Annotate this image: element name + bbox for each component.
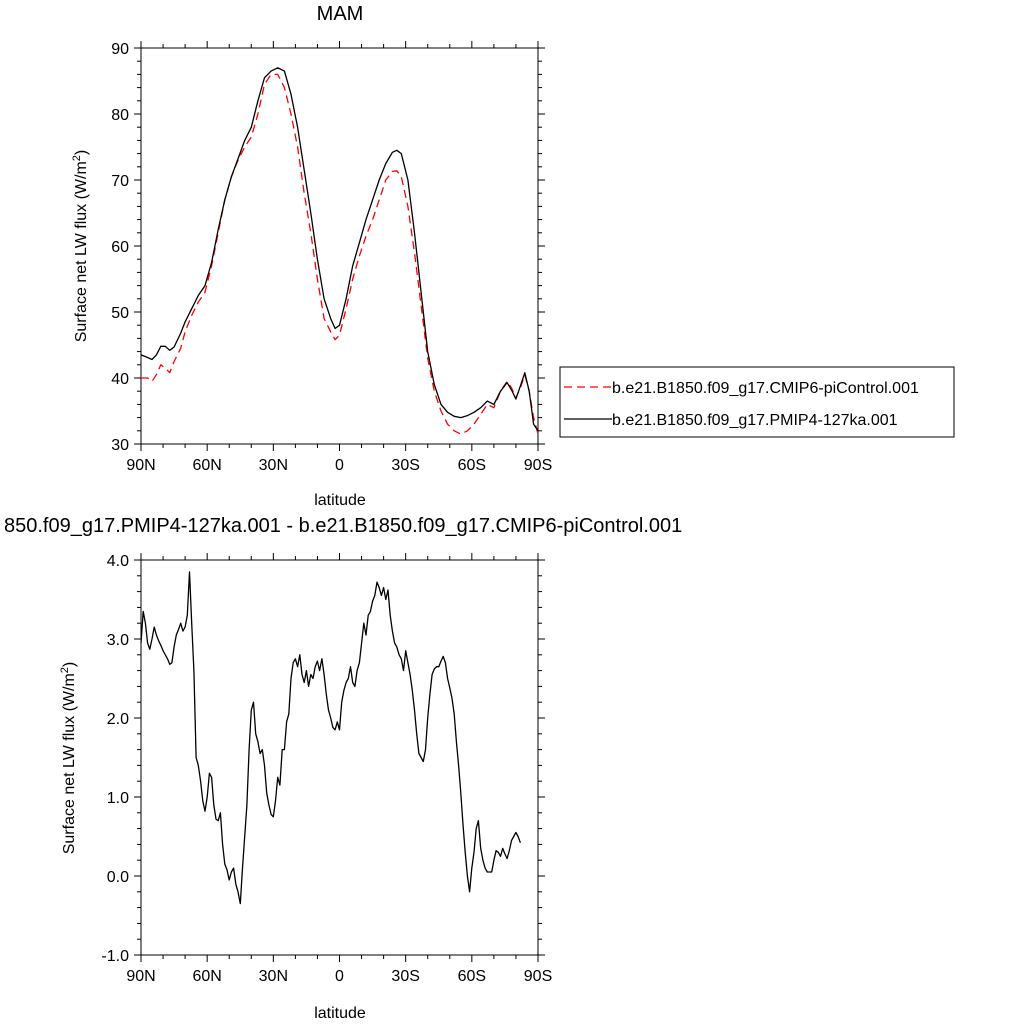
x-tick-label: 30S <box>391 968 419 985</box>
y-tick-label: 90 <box>111 41 129 58</box>
y-axis-title-close: ) <box>61 662 78 667</box>
chart-title: 850.f09_g17.PMIP4-127ka.001 - b.e21.B185… <box>4 515 682 537</box>
y-tick-label: 1.0 <box>107 790 129 807</box>
y-tick-label: 50 <box>111 305 129 322</box>
y-axis-title-close: ) <box>73 150 90 155</box>
y-tick-label: 2.0 <box>107 711 129 728</box>
chart-bottom: 850.f09_g17.PMIP4-127ka.001 - b.e21.B185… <box>4 515 682 1022</box>
x-tick-label: 90N <box>126 968 155 985</box>
legend-box <box>559 366 955 438</box>
x-tick-label: 90S <box>524 457 552 474</box>
y-axis-title-superscript: 2 <box>71 155 83 161</box>
y-tick-label: -1.0 <box>101 948 129 965</box>
x-tick-label: 90S <box>524 968 552 985</box>
y-axis-title-text: Surface net LW flux (W/m <box>73 161 90 342</box>
plot-frame <box>140 559 539 956</box>
y-axis-title: Surface net LW flux (W/m2) <box>59 662 78 855</box>
x-tick-label: 0 <box>335 968 344 985</box>
chart-title: MAM <box>317 3 364 25</box>
x-axis-title: latitude <box>314 1005 366 1022</box>
series-line-0 <box>140 571 522 905</box>
x-tick-label: 0 <box>335 457 344 474</box>
x-tick-label: 60S <box>458 968 486 985</box>
series-line-0 <box>141 73 539 435</box>
y-tick-label: 70 <box>111 173 129 190</box>
plot-frame <box>140 47 539 445</box>
x-tick-label: 30N <box>259 968 288 985</box>
chart-top: MAM 90N 60N 30N 0 30S 60S 90S 30 40 50 60 70 80 90 la… <box>71 3 552 509</box>
y-tick-label: 3.0 <box>107 632 129 649</box>
y-tick-label: 4.0 <box>107 553 129 570</box>
legend: b.e21.B1850.f09_g17.CMIP6-piControl.001 … <box>559 366 955 438</box>
y-tick-label: 60 <box>111 239 129 256</box>
x-tick-label: 90N <box>126 457 155 474</box>
x-tick-label: 60N <box>192 457 221 474</box>
y-tick-label: 30 <box>111 437 129 454</box>
legend-label-1: b.e21.B1850.f09_g17.PMIP4-127ka.001 <box>612 412 898 429</box>
y-tick-label: 80 <box>111 107 129 124</box>
x-tick-label: 30N <box>259 457 288 474</box>
series-group <box>140 571 522 905</box>
axis-ticks: 90N 60N 30N 0 30S 60S 90S -1.0 0.0 1.0 2.0 3.0 4.0 <box>101 553 552 985</box>
legend-label-0: b.e21.B1850.f09_g17.CMIP6-piControl.001 <box>612 380 919 397</box>
x-tick-label: 30S <box>391 457 419 474</box>
series-line-1 <box>140 67 539 432</box>
axis-ticks: 90N 60N 30N 0 30S 60S 90S 30 40 50 60 70 80 90 <box>111 41 552 474</box>
y-axis-title-superscript: 2 <box>59 667 71 673</box>
x-tick-label: 60S <box>458 457 486 474</box>
y-tick-label: 0.0 <box>107 869 129 886</box>
x-axis-title: latitude <box>314 492 366 509</box>
y-axis-title: Surface net LW flux (W/m2) <box>71 150 90 343</box>
x-tick-label: 60N <box>192 968 221 985</box>
series-group <box>140 67 539 435</box>
y-tick-label: 40 <box>111 371 129 388</box>
y-axis-title-text: Surface net LW flux (W/m <box>61 673 78 854</box>
